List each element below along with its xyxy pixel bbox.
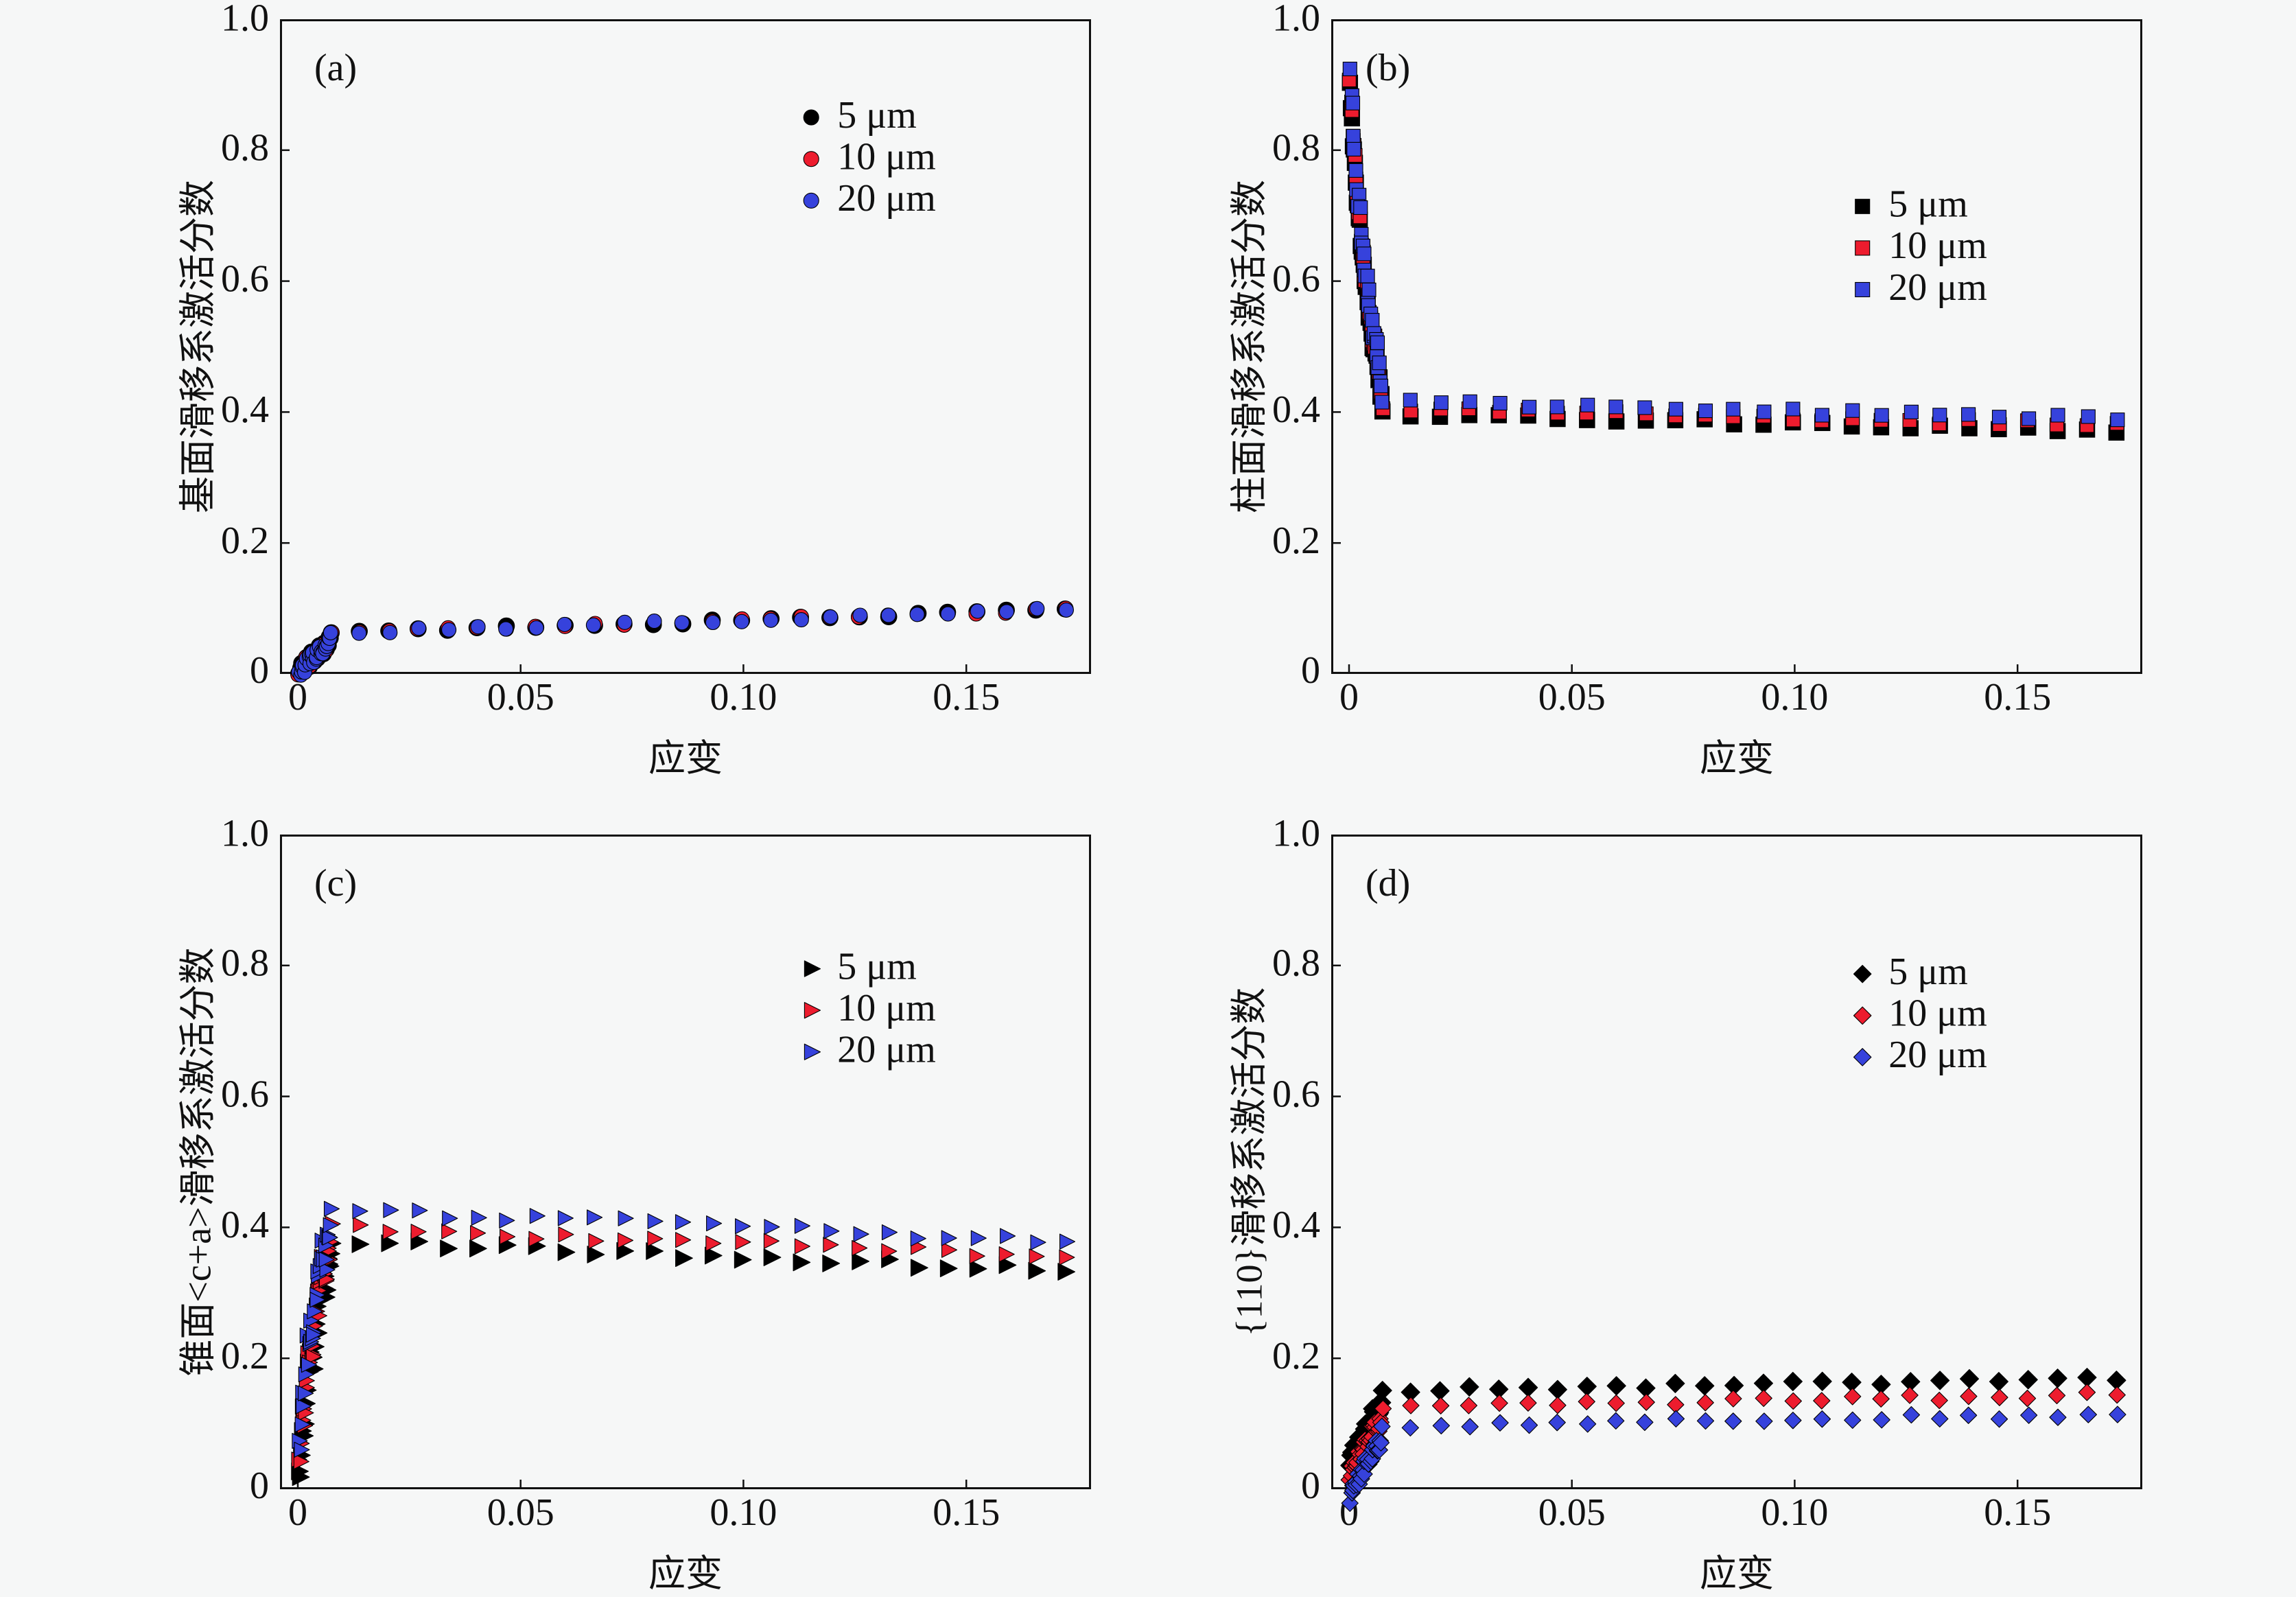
svg-text:1.0: 1.0: [221, 813, 269, 855]
svg-text:0.6: 0.6: [1272, 1073, 1320, 1115]
svg-text:0.10: 0.10: [710, 676, 777, 719]
svg-text:0.10: 0.10: [1761, 676, 1828, 719]
svg-text:(c): (c): [314, 862, 357, 905]
svg-text:0.2: 0.2: [1272, 1335, 1320, 1377]
svg-text:5 μm: 5 μm: [837, 945, 917, 988]
svg-text:0.4: 0.4: [1272, 388, 1320, 431]
svg-text:10 μm: 10 μm: [837, 987, 936, 1029]
svg-text:0.6: 0.6: [1272, 257, 1320, 300]
svg-text:0.4: 0.4: [1272, 1204, 1320, 1246]
svg-text:0.05: 0.05: [1538, 676, 1606, 719]
svg-text:1.0: 1.0: [221, 0, 269, 40]
svg-text:0: 0: [1301, 1465, 1320, 1507]
svg-text:5 μm: 5 μm: [1888, 951, 1968, 993]
svg-text:20 μm: 20 μm: [1888, 1034, 1987, 1076]
svg-text:0.8: 0.8: [1272, 127, 1320, 170]
svg-text:0.8: 0.8: [221, 942, 269, 985]
svg-text:0: 0: [250, 1465, 269, 1507]
svg-text:5 μm: 5 μm: [1888, 183, 1968, 226]
svg-text:0.15: 0.15: [1984, 1491, 2051, 1534]
svg-text:0.6: 0.6: [221, 257, 269, 300]
svg-text:5 μm: 5 μm: [837, 94, 917, 137]
svg-text:1.0: 1.0: [1272, 0, 1320, 40]
svg-text:0.15: 0.15: [933, 676, 1000, 719]
svg-text:0.8: 0.8: [1272, 942, 1320, 985]
svg-text:0.4: 0.4: [221, 1204, 269, 1246]
svg-text:(a): (a): [314, 47, 357, 89]
svg-text:0.2: 0.2: [1272, 520, 1320, 562]
svg-text:10 μm: 10 μm: [1888, 224, 1987, 267]
svg-text:0.15: 0.15: [933, 1491, 1000, 1534]
svg-text:0.4: 0.4: [221, 388, 269, 431]
svg-text:0: 0: [1339, 676, 1359, 719]
svg-text:10 μm: 10 μm: [837, 136, 936, 178]
svg-text:0.15: 0.15: [1984, 676, 2051, 719]
svg-text:20 μm: 20 μm: [837, 1029, 936, 1071]
svg-text:0.10: 0.10: [1761, 1491, 1828, 1534]
svg-text:10 μm: 10 μm: [1888, 992, 1987, 1035]
svg-text:0.05: 0.05: [487, 1491, 554, 1534]
svg-text:20 μm: 20 μm: [1888, 266, 1987, 309]
svg-text:0.6: 0.6: [221, 1073, 269, 1115]
svg-text:0: 0: [1301, 649, 1320, 692]
svg-text:0: 0: [250, 649, 269, 692]
svg-text:0.10: 0.10: [710, 1491, 777, 1534]
svg-text:0.05: 0.05: [487, 676, 554, 719]
svg-text:0.05: 0.05: [1538, 1491, 1606, 1534]
svg-text:(d): (d): [1366, 862, 1410, 905]
svg-text:0.8: 0.8: [221, 127, 269, 170]
svg-text:20 μm: 20 μm: [837, 177, 936, 220]
svg-text:(b): (b): [1366, 47, 1410, 89]
svg-text:0: 0: [288, 1491, 307, 1534]
svg-text:0.2: 0.2: [221, 1335, 269, 1377]
svg-text:0.2: 0.2: [221, 520, 269, 562]
svg-text:1.0: 1.0: [1272, 813, 1320, 855]
